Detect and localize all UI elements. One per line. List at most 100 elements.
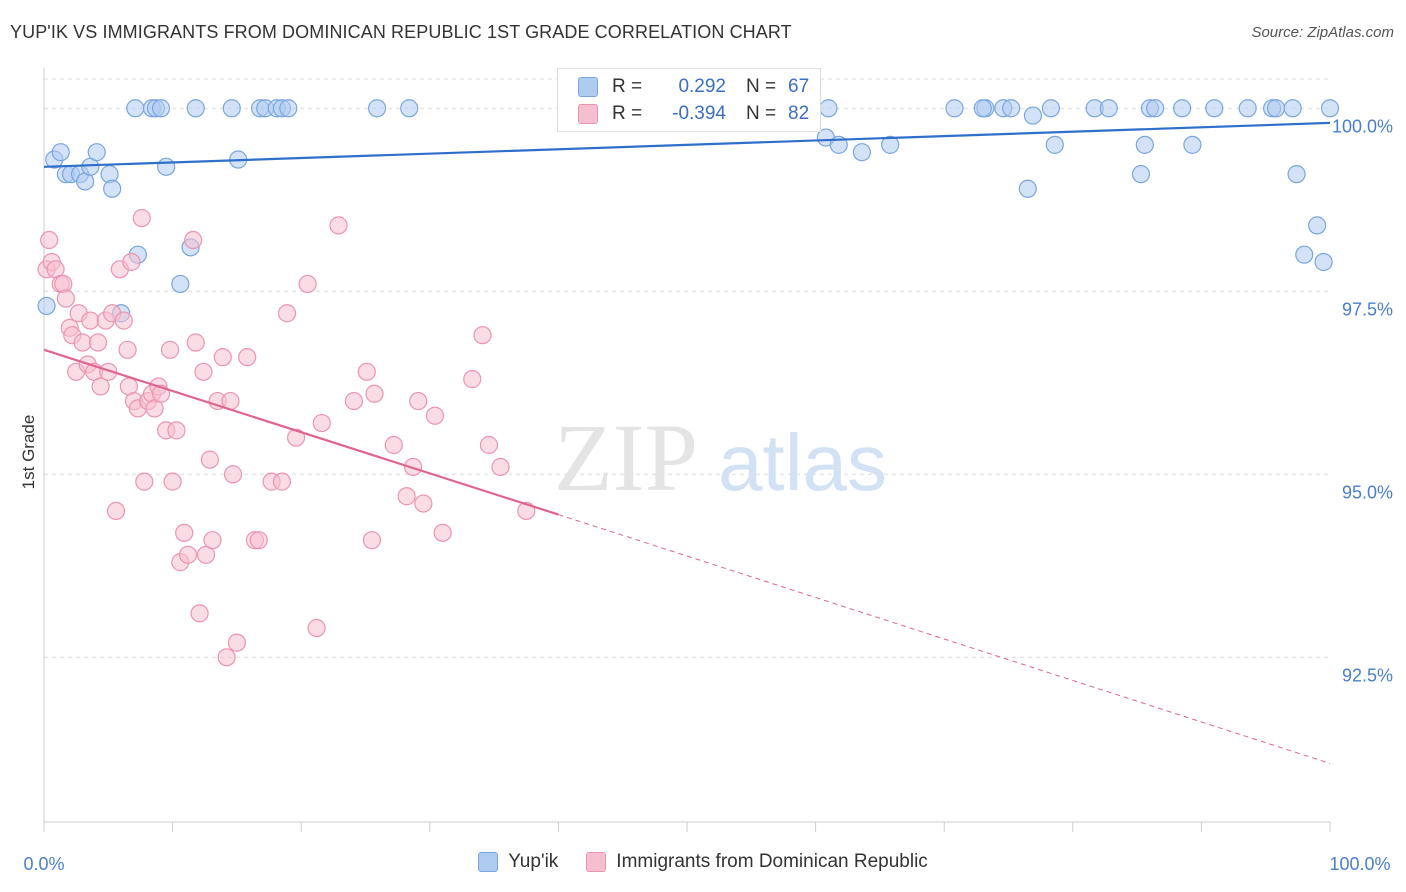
y-tick-label: 95.0% [1342, 482, 1393, 502]
dominican-point [106, 501, 126, 520]
watermark-atlas: atlas [718, 418, 887, 507]
dominican-point [362, 531, 382, 550]
legend-r-value: 0.292 [678, 76, 726, 97]
dominican-point [132, 208, 151, 228]
dominican-point [298, 274, 317, 294]
watermark: ZIP atlas [554, 404, 887, 511]
dominican-point [190, 604, 209, 623]
dominican-point [175, 523, 194, 542]
dominican-point [344, 391, 364, 411]
trend-layer [43, 121, 1331, 764]
yupik-point [852, 143, 871, 162]
legend-n-label: N = [746, 76, 777, 97]
dominican-point [184, 230, 203, 250]
watermark-zip: ZIP [554, 404, 698, 511]
dominican-point [277, 304, 297, 323]
yupik-point [1205, 99, 1224, 118]
legend-n-label: N = [746, 103, 777, 124]
stats-legend: R = 0.292 N = 67 R = -0.394 N = 82 [557, 68, 821, 132]
series-swatch-blue [478, 852, 499, 872]
yupik-point [171, 274, 190, 294]
y-axis-label: 1st Grade [19, 415, 38, 490]
yupik-point [126, 99, 145, 118]
dominican-point [409, 391, 428, 411]
dominican-point [163, 472, 182, 491]
dominican-point [463, 370, 482, 389]
series-label-yupik: Yup'ik [508, 851, 559, 872]
yupik-point [1287, 165, 1306, 184]
dominican-point [186, 333, 205, 352]
yupik-point [1173, 99, 1192, 118]
axis-layer [43, 68, 1331, 832]
yupik-point [1018, 179, 1037, 198]
dominican-point [312, 413, 331, 433]
points-layer [37, 99, 1340, 667]
dominican-point [73, 333, 92, 352]
yupik-point [1001, 99, 1021, 118]
legend-n-value: 67 [788, 76, 810, 97]
dominican-point [200, 450, 219, 469]
series-label-dominican: Immigrants from Dominican Republic [616, 851, 928, 872]
yupik-point [819, 99, 838, 118]
chart-title: YUP'IK VS IMMIGRANTS FROM DOMINICAN REPU… [10, 22, 792, 42]
yupik-point [87, 143, 106, 162]
yupik-point [1183, 135, 1202, 154]
dominican-point [479, 435, 499, 455]
series-legend-dominican: Immigrants from Dominican Republic [586, 851, 928, 873]
dominican-point [249, 531, 268, 550]
dominican-point [425, 406, 445, 425]
yupik-point [1308, 216, 1327, 235]
yupik-point [1135, 135, 1154, 154]
y-tick-label: 100.0% [1332, 116, 1393, 136]
dominican-point [114, 311, 133, 330]
x-tick-label-max: 100.0% [1329, 854, 1390, 874]
yupik-point [1041, 99, 1061, 118]
series-legend-yupik: Yup'ik [478, 851, 558, 873]
yupik-point [1283, 99, 1302, 118]
y-tick-label: 92.5% [1342, 665, 1393, 685]
yupik-point [103, 179, 122, 198]
source-credit: Source: ZipAtlas.com [1251, 24, 1394, 41]
dominican-point [286, 428, 306, 447]
x-tick-label-min: 0.0% [23, 854, 64, 874]
yupik-point [945, 99, 964, 118]
yupik-point [973, 99, 992, 118]
dominican-point [238, 348, 257, 367]
yupik-point [1320, 99, 1340, 118]
trend-line-extension [558, 514, 1331, 764]
dominican-point [56, 289, 75, 308]
yupik-point [37, 296, 56, 316]
legend-row-yupik: R = 0.292 N = 67 [578, 75, 809, 99]
yupik-point [222, 99, 241, 118]
dominican-point [414, 494, 433, 513]
dominican-point [357, 362, 376, 381]
yupik-point [157, 157, 176, 176]
dominican-point [307, 618, 326, 638]
series-swatch-pink [586, 852, 607, 872]
dominican-point [160, 340, 180, 359]
dominican-point [217, 648, 236, 667]
dominican-point [99, 362, 118, 381]
dominican-point [272, 472, 292, 491]
dominican-point [473, 326, 492, 345]
yupik-point [1266, 99, 1286, 118]
dominican-point [88, 333, 108, 352]
trend-line [43, 121, 1331, 168]
yupik-point [1023, 106, 1043, 125]
yupik-point [367, 99, 387, 118]
dominican-point [81, 311, 100, 330]
dominican-point [213, 348, 232, 367]
dominican-point [397, 487, 416, 506]
dominican-point [167, 421, 186, 440]
dominican-point [329, 216, 348, 235]
yupik-point [1099, 99, 1118, 118]
legend-swatch-pink [578, 104, 598, 124]
dominican-point [433, 523, 452, 542]
yupik-point [1045, 135, 1064, 154]
yupik-point [1314, 252, 1333, 272]
legend-r-value: -0.394 [672, 103, 726, 124]
legend-swatch-blue [578, 77, 598, 97]
dominican-point [40, 230, 59, 250]
yupik-point [279, 99, 298, 118]
dominican-point [491, 457, 510, 477]
